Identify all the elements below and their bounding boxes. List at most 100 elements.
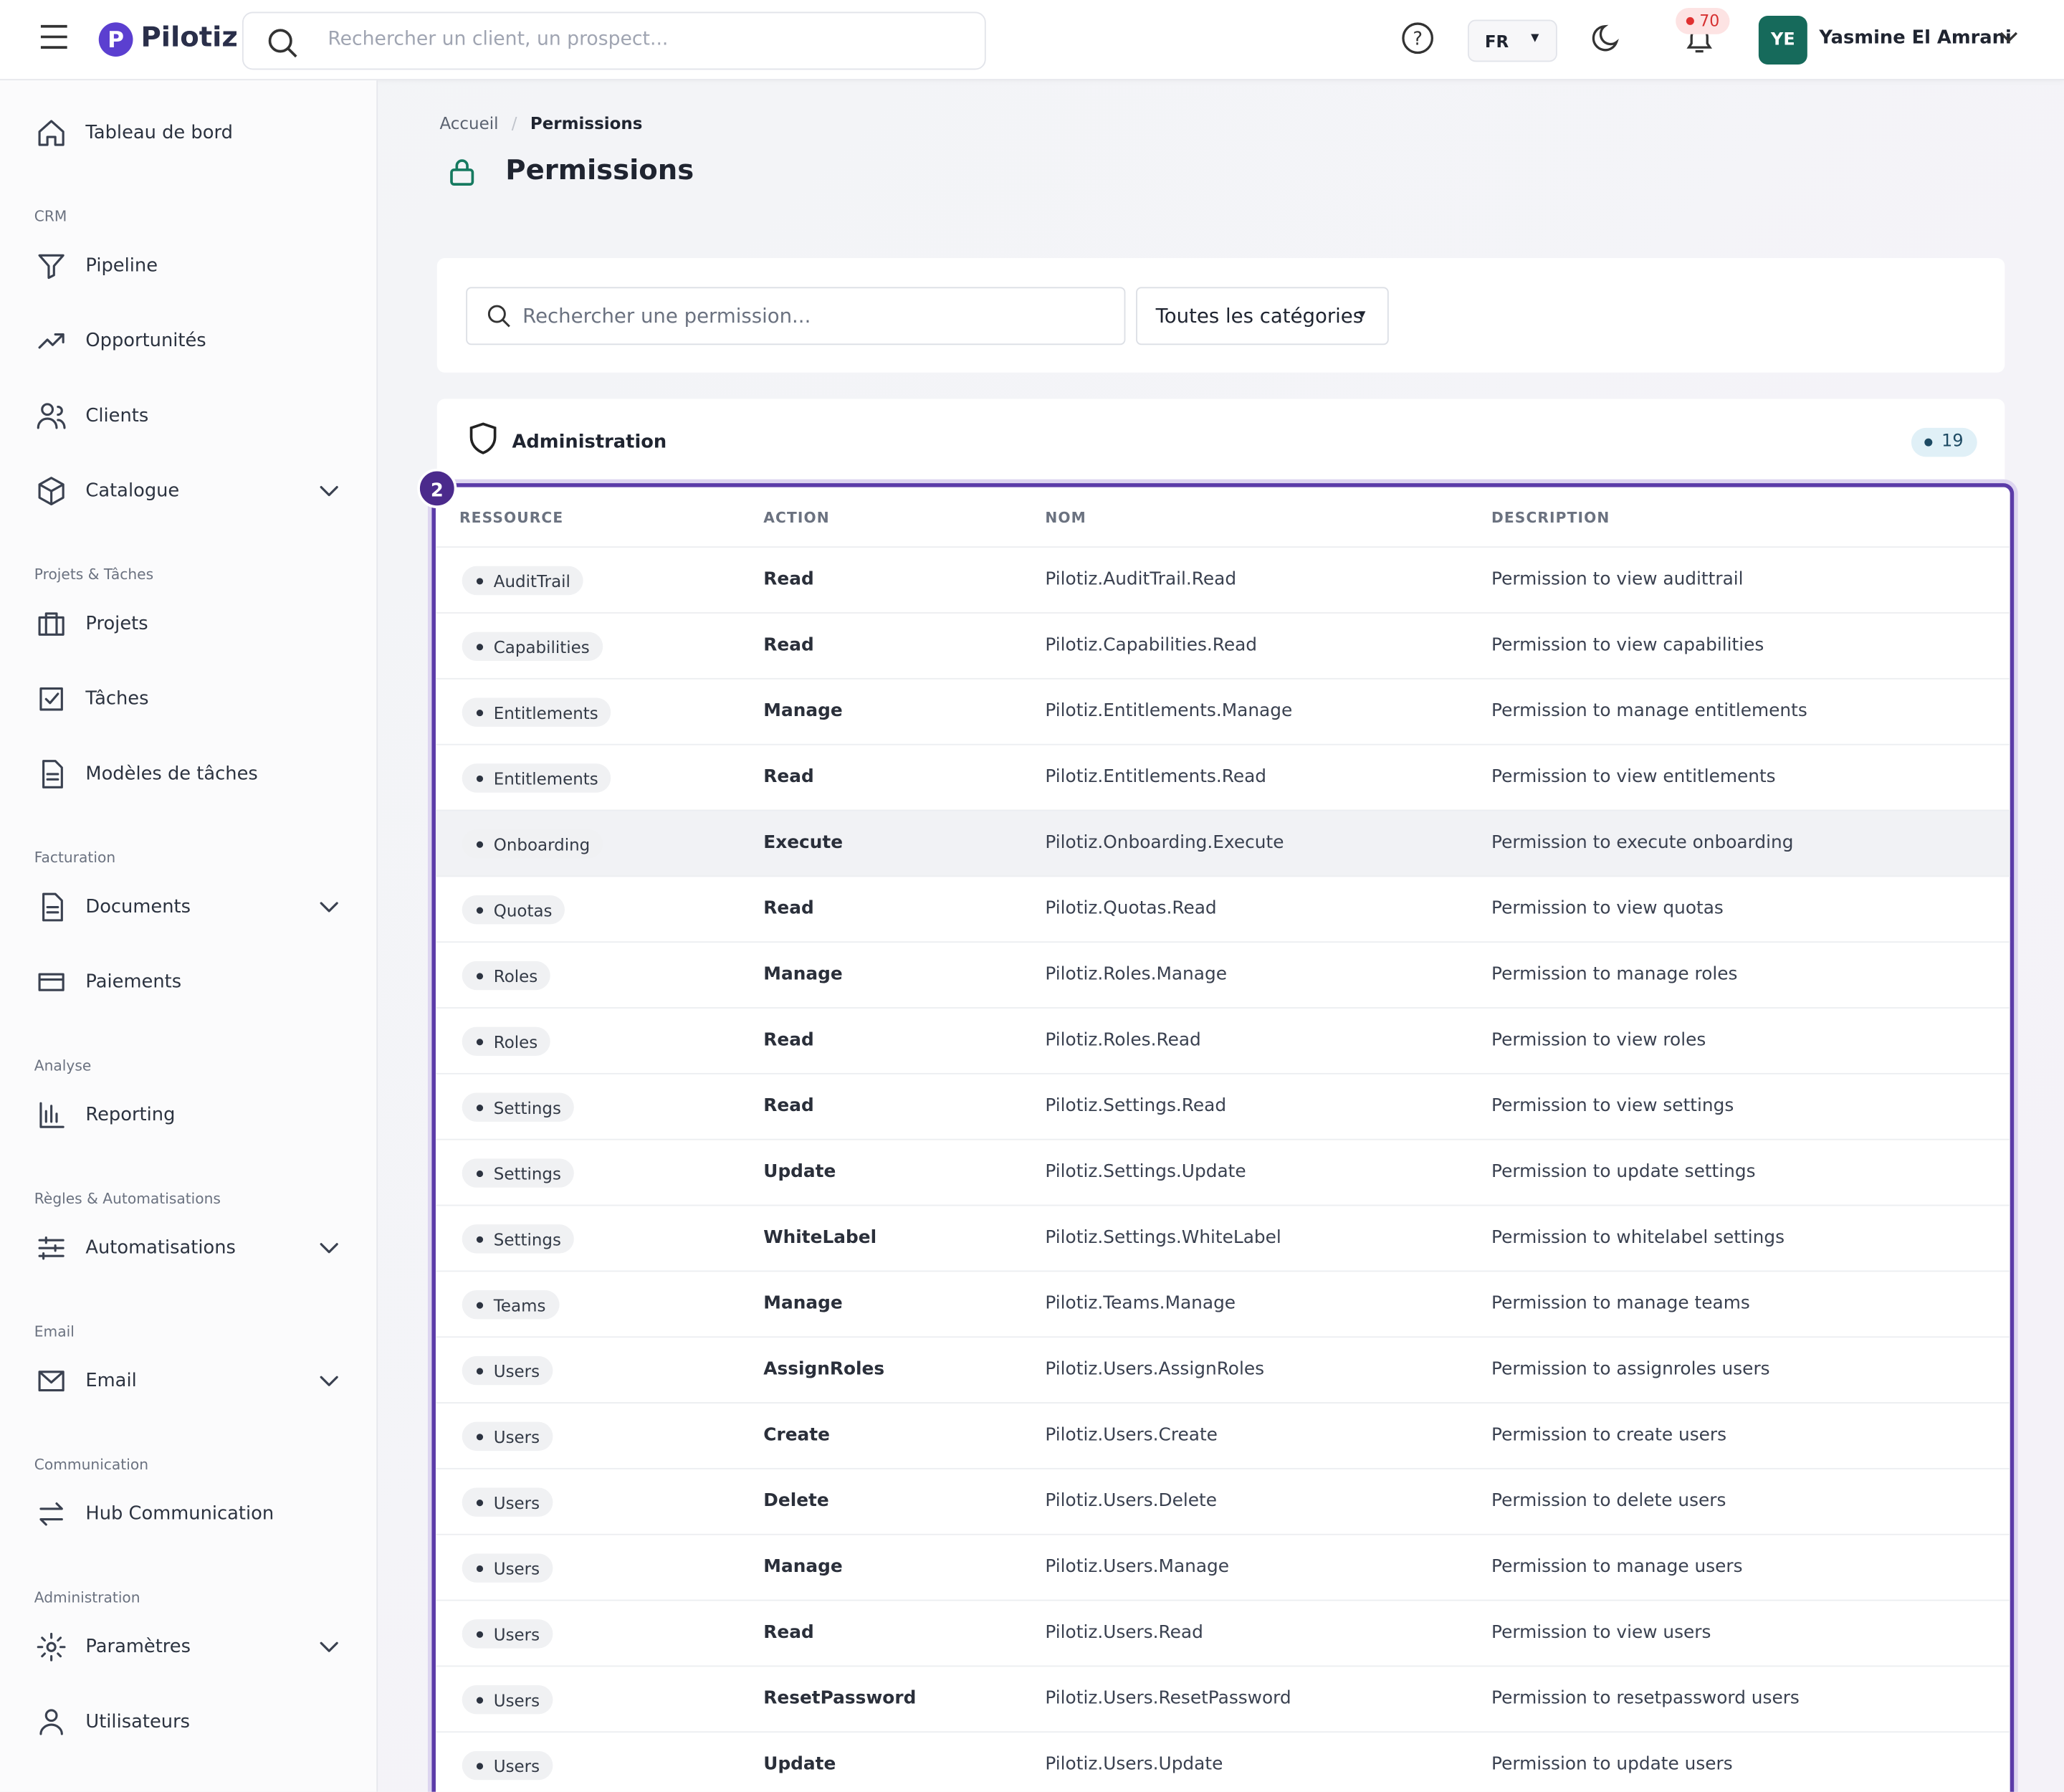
permission-name: Pilotiz.Entitlements.Read <box>1045 766 1267 788</box>
table-row[interactable]: Users Update Pilotiz.Users.Update Permissio… <box>435 1731 2010 1791</box>
action: Read <box>763 1621 814 1644</box>
nav-item[interactable]: Hub Communication <box>0 1488 376 1540</box>
logo-icon: P <box>98 22 133 57</box>
user-name[interactable]: Yasmine El Amrani <box>1819 27 2012 49</box>
table-row[interactable]: Settings WhiteLabel Pilotiz.Settings.White… <box>435 1204 2010 1272</box>
nav-label: Clients <box>85 405 149 427</box>
description: Permission to view users <box>1491 1621 1711 1644</box>
action: Manage <box>763 1556 843 1578</box>
table-row[interactable]: Users Read Pilotiz.Users.Read Permission to… <box>435 1599 2010 1667</box>
table-row[interactable]: Users Manage Pilotiz.Users.Manage Permissio… <box>435 1533 2010 1601</box>
table-row[interactable]: Users AssignRoles Pilotiz.Users.AssignRole… <box>435 1336 2010 1403</box>
nav-item[interactable]: Catalogue <box>0 464 376 517</box>
top-bar: P Pilotiz Rechercher un client, un prosp… <box>0 0 2064 81</box>
nav-label: Paiements <box>85 971 182 993</box>
category-select[interactable]: Toutes les catégories ▼ <box>1136 287 1389 345</box>
menu-button[interactable] <box>39 24 68 50</box>
description: Permission to view audittrail <box>1491 568 1744 590</box>
nav-section: Facturation <box>34 849 116 867</box>
description: Permission to view quotas <box>1491 897 1724 920</box>
theme-toggle[interactable] <box>1590 21 1625 55</box>
table-row[interactable]: Roles Read Pilotiz.Roles.Read Permission to… <box>435 1007 2010 1074</box>
language-select[interactable]: FR ▼ <box>1467 19 1557 62</box>
nav-section: Règles & Automatisations <box>34 1190 221 1208</box>
expand-chevron <box>320 1641 338 1652</box>
table-row[interactable]: Entitlements Read Pilotiz.Entitlements.Rea… <box>435 743 2010 811</box>
table-row[interactable]: Entitlements Manage Pilotiz.Entitlements.M… <box>435 677 2010 745</box>
resource-tag: Users <box>462 1487 553 1517</box>
nav-item[interactable]: Utilisateurs <box>0 1696 376 1748</box>
action: AssignRoles <box>763 1358 885 1380</box>
page-icon <box>450 159 474 186</box>
permission-name: Pilotiz.Teams.Manage <box>1045 1292 1236 1315</box>
resource-tag: Entitlements <box>462 697 612 727</box>
nav-item[interactable]: Email <box>0 1355 376 1407</box>
description: Permission to view settings <box>1491 1095 1734 1117</box>
nav-item[interactable]: Pipeline <box>0 239 376 292</box>
action: Execute <box>763 831 844 854</box>
description: Permission to resetpassword users <box>1491 1687 1800 1710</box>
nav-item[interactable]: Reporting <box>0 1089 376 1141</box>
nav-item[interactable]: Paiements <box>0 955 376 1008</box>
description: Permission to view capabilities <box>1491 634 1764 656</box>
permission-search[interactable]: Rechercher une permission... <box>466 287 1126 345</box>
table-row[interactable]: AuditTrail Read Pilotiz.AuditTrail.Read Per… <box>435 546 2010 614</box>
permission-name: Pilotiz.Users.AssignRoles <box>1045 1358 1265 1380</box>
nav-item[interactable]: Projets <box>0 598 376 650</box>
permission-name: Pilotiz.Capabilities.Read <box>1045 634 1258 656</box>
breadcrumb: Accueil / Permissions <box>439 113 642 133</box>
user-menu-chevron[interactable] <box>1998 29 2019 44</box>
column-header: RESSOURCE <box>459 509 564 527</box>
nav-item[interactable]: Tableau de bord <box>0 107 376 159</box>
permission-name: Pilotiz.Roles.Manage <box>1045 963 1227 985</box>
resource-tag: AuditTrail <box>462 566 584 596</box>
nav-item[interactable]: Opportunités <box>0 315 376 367</box>
nav-icon <box>42 760 63 788</box>
resource-tag: Entitlements <box>462 763 612 793</box>
table-row[interactable]: Settings Update Pilotiz.Settings.Update Per… <box>435 1138 2010 1206</box>
nav-icon <box>38 612 64 636</box>
nav-icon <box>38 973 64 991</box>
action: Read <box>763 634 814 656</box>
nav-label: Documents <box>85 896 191 918</box>
avatar[interactable]: YE <box>1758 16 1807 65</box>
table-row[interactable]: Quotas Read Pilotiz.Quotas.Read Permission … <box>435 875 2010 943</box>
nav-item[interactable]: Tâches <box>0 673 376 725</box>
action: Read <box>763 568 814 590</box>
nav-icon <box>38 477 64 506</box>
search-icon <box>268 29 297 58</box>
nav-item[interactable]: Automatisations <box>0 1221 376 1274</box>
table-row[interactable]: Users Delete Pilotiz.Users.Delete Permissio… <box>435 1467 2010 1535</box>
filter-card: Rechercher une permission... Toutes les … <box>436 257 2005 373</box>
table-row[interactable]: Onboarding Execute Pilotiz.Onboarding.Exec… <box>435 809 2010 877</box>
resource-tag: Quotas <box>462 895 565 925</box>
nav-section: Communication <box>34 1456 149 1474</box>
nav-item[interactable]: Modèles de tâches <box>0 748 376 800</box>
nav-item[interactable]: Paramètres <box>0 1621 376 1673</box>
table-row[interactable]: Settings Read Pilotiz.Settings.Read Permiss… <box>435 1072 2010 1140</box>
resource-tag: Settings <box>462 1092 575 1122</box>
nav-item[interactable]: Clients <box>0 390 376 442</box>
group-count: 19 <box>1911 427 1977 457</box>
help-button[interactable]: ? <box>1400 21 1435 55</box>
breadcrumb-separator: / <box>511 113 517 133</box>
nav-item[interactable]: Documents <box>0 881 376 933</box>
global-search[interactable]: Rechercher un client, un prospect... <box>242 11 986 70</box>
table-row[interactable]: Users ResetPassword Pilotiz.Users.ResetPas… <box>435 1665 2010 1733</box>
action: Manage <box>763 1292 843 1315</box>
table-row[interactable]: Teams Manage Pilotiz.Teams.Manage Permissio… <box>435 1270 2010 1338</box>
resource-tag: Settings <box>462 1224 575 1254</box>
nav-label: Projets <box>85 613 148 635</box>
permission-name: Pilotiz.Users.Create <box>1045 1424 1218 1446</box>
action: Create <box>763 1424 830 1446</box>
search-placeholder: Rechercher un client, un prospect... <box>328 29 669 50</box>
action: Manage <box>763 700 843 722</box>
table-row[interactable]: Roles Manage Pilotiz.Roles.Manage Permissio… <box>435 941 2010 1009</box>
permission-name: Pilotiz.Settings.Update <box>1045 1160 1246 1183</box>
table-row[interactable]: Capabilities Read Pilotiz.Capabilities.Rea… <box>435 612 2010 680</box>
table-row[interactable]: Users Create Pilotiz.Users.Create Permissio… <box>435 1402 2010 1469</box>
breadcrumb-item[interactable]: Accueil <box>439 113 499 133</box>
action: Read <box>763 1095 814 1117</box>
search-placeholder: Rechercher une permission... <box>522 304 811 328</box>
nav-label: Tableau de bord <box>85 122 233 144</box>
